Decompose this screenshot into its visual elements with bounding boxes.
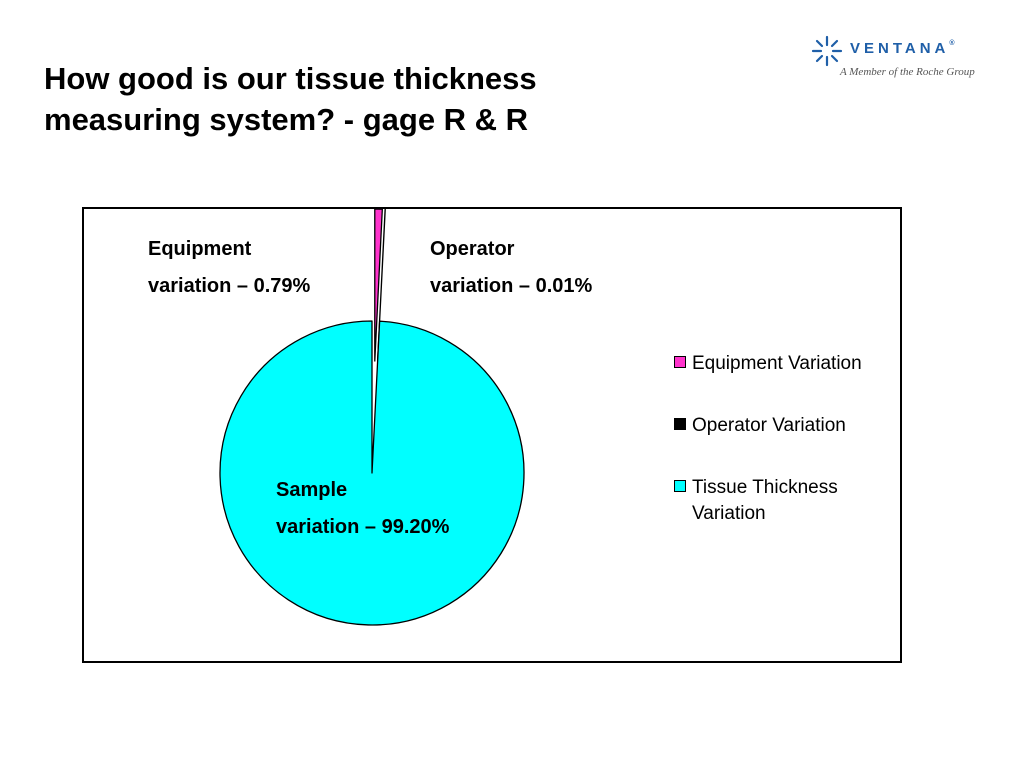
pie-slice-tissue (219, 320, 525, 626)
operator-annotation: Operator variation – 0.01% (430, 231, 592, 305)
slide-title-line2: measuring system? - gage R & R (44, 102, 529, 137)
equipment-annotation-line1: Equipment (148, 238, 252, 260)
pie-slice-equipment (374, 209, 383, 362)
chart-frame: Equipment variation – 0.79% Operator var… (82, 207, 902, 663)
equipment-annotation: Equipment variation – 0.79% (148, 231, 310, 305)
sample-annotation: Sample variation – 99.20% (276, 472, 449, 546)
legend-swatch-tissue (674, 480, 686, 492)
logo-name: VENTANA (850, 40, 950, 57)
operator-annotation-line1: Operator (430, 238, 515, 260)
legend-swatch-equipment (674, 356, 686, 368)
legend-label-operator: Operator Variation (692, 415, 846, 436)
pie-chart (219, 209, 525, 626)
ventana-logo: VENTANA® A Member of the Roche Group (808, 32, 988, 84)
legend-item-operator: Operator Variation (674, 413, 892, 439)
equipment-annotation-line2: variation – 0.79% (148, 275, 311, 297)
sample-annotation-line1: Sample (276, 479, 348, 501)
sample-annotation-line2: variation – 99.20% (276, 516, 450, 538)
legend-label-tissue: Tissue Thickness Variation (692, 477, 838, 524)
logo-registered-mark: ® (949, 40, 955, 47)
legend-item-equipment: Equipment Variation (674, 351, 892, 377)
ventana-star-icon (811, 35, 843, 67)
logo-tagline: A Member of the Roche Group (840, 66, 975, 78)
operator-annotation-line2: variation – 0.01% (430, 275, 593, 297)
legend-label-equipment: Equipment Variation (692, 353, 862, 374)
slide-title-line1: How good is our tissue thickness (44, 61, 537, 96)
legend-item-tissue: Tissue Thickness Variation (674, 475, 892, 527)
slide-title: How good is our tissue thickness measuri… (44, 58, 724, 140)
legend-swatch-operator (674, 418, 686, 430)
logo-wordmark: VENTANA® (850, 40, 955, 57)
